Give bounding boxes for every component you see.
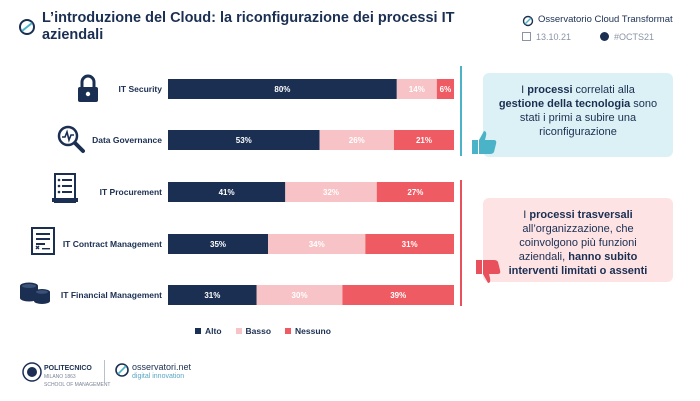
callout-2-text-part: all’organizzazione, che coinvolgono più … (518, 223, 637, 263)
legend-swatch-basso (235, 328, 242, 334)
bar-value-label: 35% (210, 240, 226, 249)
bar-segment-alto (168, 130, 320, 150)
event-hashtag: #OCTS21 (600, 32, 654, 42)
legend-item-nessuno: Nessuno (285, 326, 331, 336)
bar-value-label: 26% (349, 136, 365, 145)
bar-value-label: 21% (416, 136, 432, 145)
observatory-name: Osservatorio Cloud Transformat (538, 14, 673, 25)
bar-value-label: 34% (309, 240, 325, 249)
bar-segment-nessuno (393, 130, 454, 150)
category-label: IT Procurement (99, 187, 162, 197)
bar-value-label: 6% (440, 85, 452, 94)
contract-document-icon (31, 227, 55, 255)
callout-1-text-part: sono stati i primi a subire una riconfig… (519, 98, 658, 138)
calendar-icon (522, 32, 531, 41)
bar-value-label: 32% (323, 188, 339, 197)
bar-value-label: 31% (402, 240, 418, 249)
osservatori-tagline: digital innovation (132, 373, 185, 380)
osservatori-small-icon (522, 15, 534, 27)
callout-2-text-part: hanno subito interventi limitati o assen… (508, 251, 648, 277)
page-title: L’introduzione del Cloud: la riconfigura… (42, 10, 455, 43)
bar-segment-basso (396, 79, 437, 99)
receipt-icon (52, 173, 78, 203)
bar-segment-nessuno (342, 285, 454, 305)
legend-swatch-nessuno (285, 328, 292, 334)
callout-1-text-part: correlati alla (572, 84, 635, 96)
legend-item-basso: Basso (235, 326, 272, 336)
legend-label-alto: Alto (205, 326, 222, 336)
category-label: IT Contract Management (62, 239, 162, 249)
legend-swatch-alto (195, 328, 201, 334)
bar-value-label: 14% (409, 85, 425, 94)
thumbs-up-icon (472, 131, 497, 154)
politecnico-seal-icon (22, 362, 42, 382)
callout-1-divider (460, 66, 462, 156)
lock-icon (78, 74, 98, 102)
politecnico-school: SCHOOL OF MANAGEMENT (44, 382, 111, 388)
bar-segment-nessuno (365, 234, 454, 254)
bar-value-label: 41% (219, 188, 235, 197)
callout-1-text-part: processi (527, 84, 573, 96)
bar-value-label: 39% (390, 291, 406, 300)
category-label: IT Security (118, 84, 162, 94)
thumbs-down-icon (476, 260, 501, 283)
bar-segment-basso (256, 285, 343, 305)
bar-value-label: 80% (274, 85, 290, 94)
bar-value-label: 53% (236, 136, 252, 145)
osservatori-name: osservatori.net (132, 362, 192, 372)
bar-segment-basso (319, 130, 394, 150)
bar-segment-alto (168, 234, 269, 254)
politecnico-name: POLITECNICO (44, 365, 92, 372)
callout-2-divider (460, 180, 462, 306)
coins-icon (20, 282, 50, 304)
magnifier-chart-icon (57, 125, 85, 153)
bar-segment-alto (168, 79, 397, 99)
footer-divider (104, 360, 105, 382)
category-label: Data Governance (92, 135, 162, 145)
callout-1-text-part: gestione della tecnologia (498, 98, 631, 110)
callout-technology-processes: I processi correlati alla gestione della… (483, 73, 673, 157)
bar-segment-alto (168, 285, 257, 305)
callout-2-text-part: I (523, 209, 530, 221)
twitter-icon (600, 32, 609, 41)
bar-value-label: 27% (407, 188, 423, 197)
category-label: IT Financial Management (60, 290, 162, 300)
politecnico-logo: POLITECNICO MILANO 1863 SCHOOL OF MANAGE… (44, 365, 111, 389)
bar-segment-nessuno (376, 182, 454, 202)
bar-segment-nessuno (436, 79, 454, 99)
callout-1-text-part: I (521, 84, 528, 96)
bar-segment-alto (168, 182, 286, 202)
bar-segment-basso (285, 182, 377, 202)
callout-2-text-part: processi trasversali (529, 209, 633, 221)
osservatori-footer-icon (115, 363, 129, 377)
osservatori-logo-icon (19, 19, 35, 35)
callout-cross-processes: I processi trasversali all’organizzazion… (483, 198, 673, 282)
legend-label-basso: Basso (245, 326, 272, 336)
osservatori-logo: osservatori.net digital innovation (132, 363, 191, 381)
legend-label-nessuno: Nessuno (295, 326, 331, 336)
event-date: 13.10.21 (522, 32, 571, 42)
politecnico-city: MILANO 1863 (44, 374, 76, 380)
bar-segment-basso (268, 234, 366, 254)
legend-item-alto: Alto (195, 326, 222, 336)
bar-value-label: 31% (204, 291, 220, 300)
bar-value-label: 30% (292, 291, 308, 300)
chart-legend: Alto Basso Nessuno (195, 326, 331, 336)
